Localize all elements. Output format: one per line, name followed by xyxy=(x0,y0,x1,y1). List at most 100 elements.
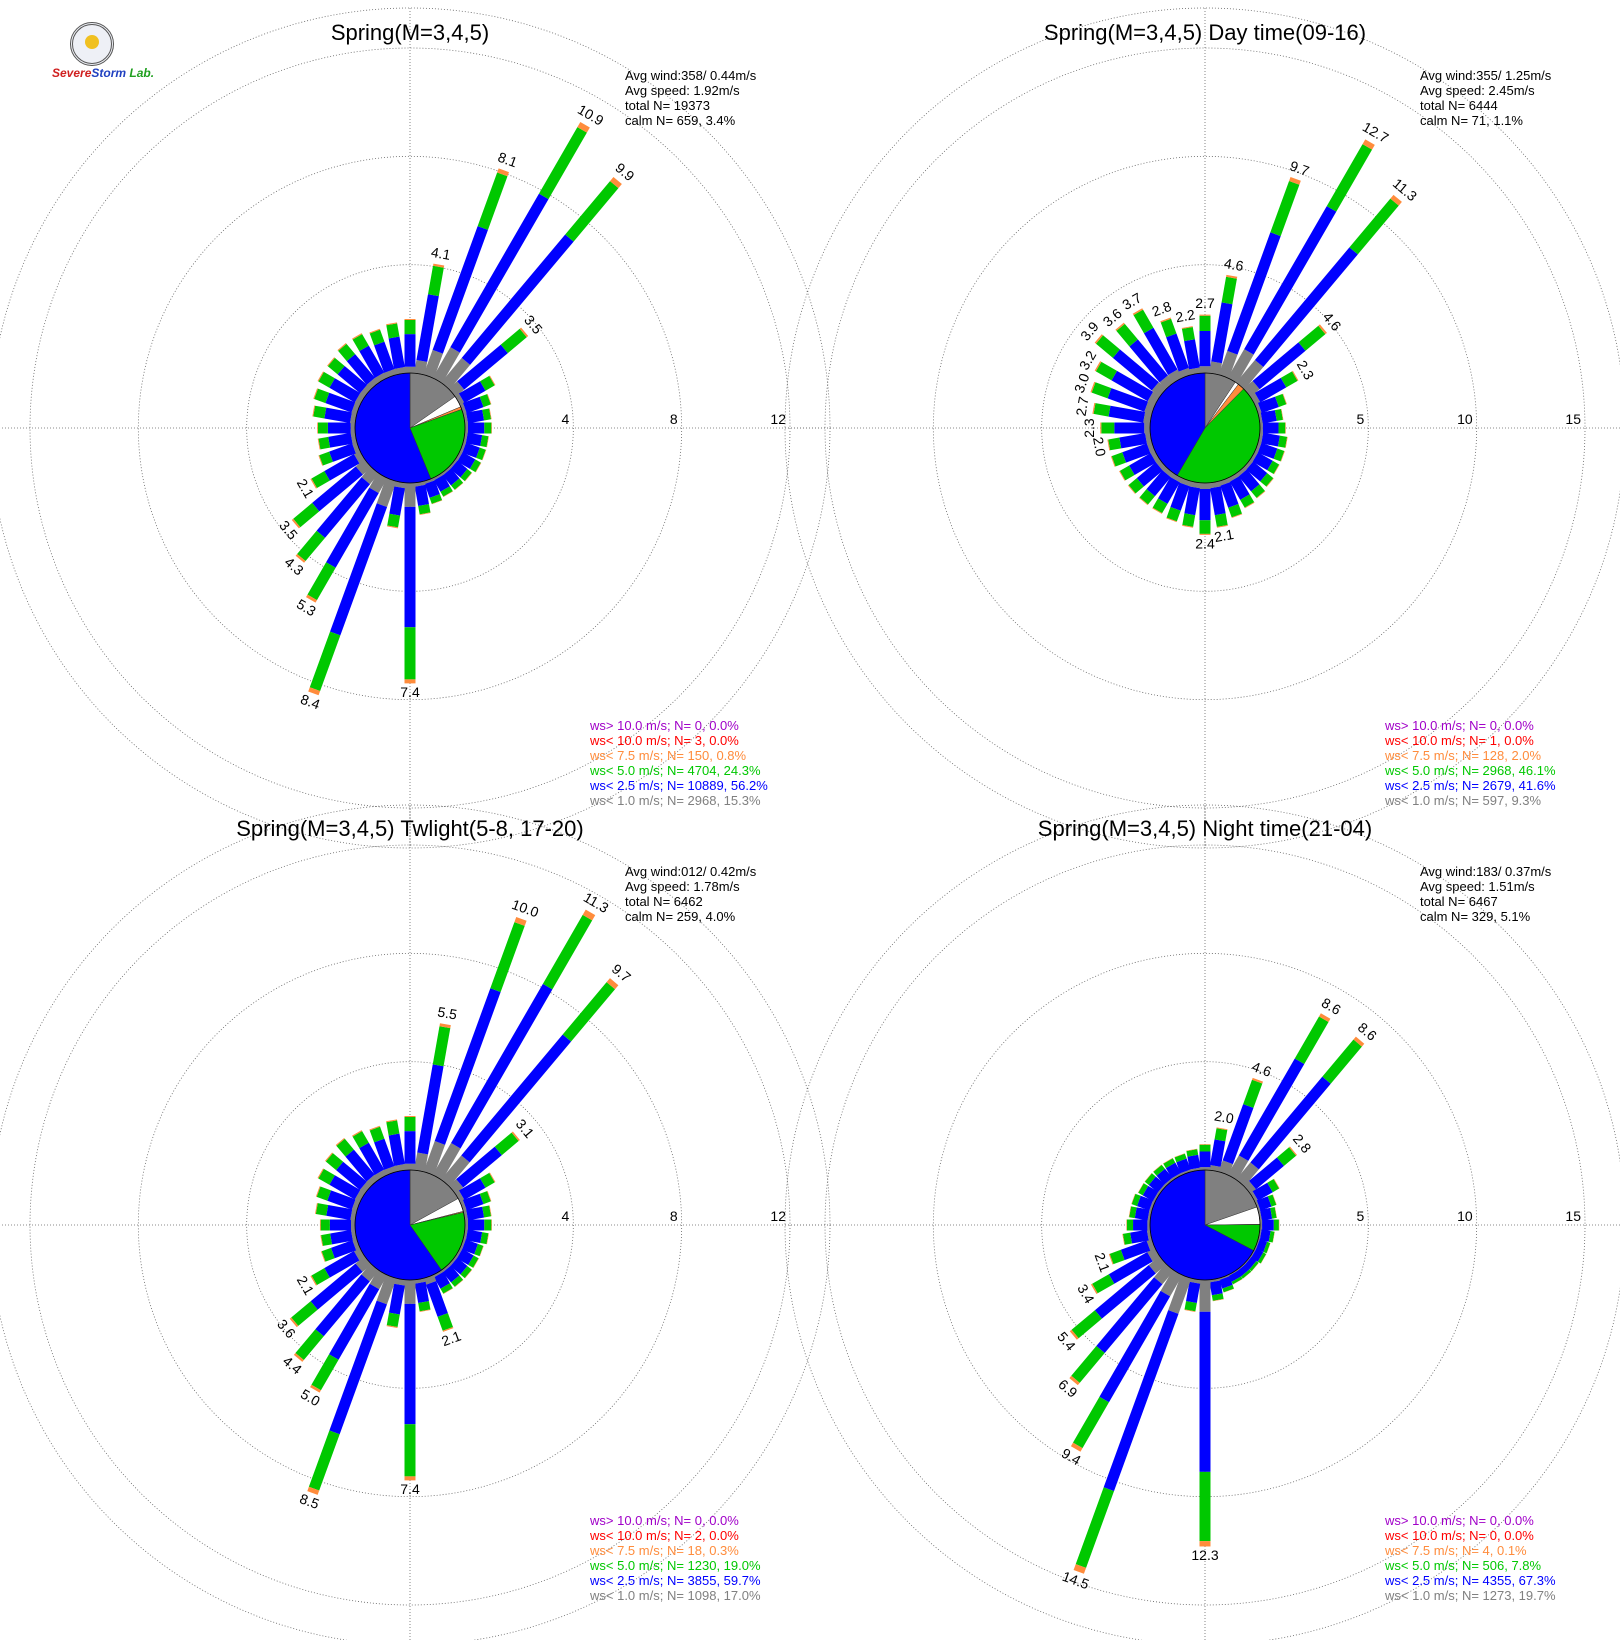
wind-bar xyxy=(454,1247,479,1268)
bar-segment xyxy=(1243,1180,1257,1195)
legend-entry: ws< 2.5 m/s; N= 10889, 56.2% xyxy=(589,778,768,793)
bar-segment xyxy=(456,1248,474,1265)
bar-segment xyxy=(329,1175,361,1200)
wind-bar xyxy=(432,909,596,1181)
legend-entry: ws> 10.0 m/s; N= 0, 0.0% xyxy=(1384,1513,1534,1528)
bar-segment xyxy=(1242,1271,1252,1279)
bar-segment xyxy=(1174,1153,1185,1158)
bar-segment xyxy=(1249,1191,1259,1203)
bar-segment xyxy=(346,354,376,385)
chart-title: Spring(M=3,4,5) Day time(09-16) xyxy=(1044,20,1366,45)
bar-segment xyxy=(320,1235,323,1247)
bar-segment xyxy=(1267,1194,1277,1207)
bar-segment xyxy=(519,327,529,338)
bar-segment xyxy=(1174,1153,1187,1163)
bar-segment xyxy=(1249,1261,1259,1272)
bar-segment xyxy=(350,422,356,434)
bar-segment xyxy=(1146,441,1156,454)
bar-segment xyxy=(480,1232,489,1245)
wind-bar xyxy=(1235,466,1266,499)
bar-segment xyxy=(467,422,485,434)
wind-bar xyxy=(432,1269,453,1294)
bar-label: 2.7 xyxy=(1195,295,1215,311)
bar-segment xyxy=(1100,422,1102,434)
wind-bar xyxy=(295,466,380,563)
wind-bar xyxy=(1249,1178,1280,1203)
bar-segment xyxy=(458,1178,486,1200)
legend-entry: ws< 5.0 m/s; N= 4704, 24.3% xyxy=(589,763,761,778)
bar-segment xyxy=(308,1430,340,1491)
bar-segment xyxy=(317,422,319,434)
wind-bar xyxy=(1254,441,1285,462)
bar-label: 4.1 xyxy=(430,244,452,263)
wind-bar xyxy=(318,441,361,466)
chart-title: Spring(M=3,4,5) Twlight(5-8, 17-20) xyxy=(236,816,583,841)
bar-segment xyxy=(1149,1200,1156,1212)
wind-bar xyxy=(1119,450,1161,481)
bar-segment xyxy=(389,486,405,516)
bar-segment xyxy=(1220,481,1239,508)
bar-segment xyxy=(312,466,363,512)
wind-bar xyxy=(440,176,622,390)
bar-segment xyxy=(325,392,356,413)
bar-segment xyxy=(352,1238,361,1251)
bar-segment xyxy=(1139,497,1149,506)
bar-segment xyxy=(1257,442,1278,459)
bar-segment xyxy=(311,471,330,489)
bar-segment xyxy=(386,1312,400,1328)
bar-segment xyxy=(310,478,317,489)
bar-segment xyxy=(1164,1177,1175,1187)
legend-entry: ws> 10.0 m/s; N= 0, 0.0% xyxy=(589,1513,739,1528)
bar-segment xyxy=(454,1247,463,1259)
bar-segment xyxy=(318,436,331,450)
bar-segment xyxy=(1236,1264,1250,1277)
stats-line: Avg speed: 2.45m/s xyxy=(1420,83,1535,98)
bar-segment xyxy=(461,234,574,365)
bar-segment xyxy=(414,484,429,506)
bar-segment xyxy=(1133,1219,1148,1231)
bar-segment xyxy=(374,341,395,373)
bar-segment xyxy=(388,1133,405,1166)
wind-bar xyxy=(1070,1269,1183,1452)
bar-segment xyxy=(1095,361,1118,381)
legend-entry: ws< 5.0 m/s; N= 2968, 46.1% xyxy=(1384,763,1556,778)
bar-segment xyxy=(327,357,335,367)
wind-bar xyxy=(448,1255,473,1279)
bar-segment xyxy=(451,1275,464,1287)
bar-segment xyxy=(1199,315,1211,332)
bar-segment xyxy=(1218,1160,1233,1176)
stats-line: total N= 6462 xyxy=(625,894,703,909)
bar-segment xyxy=(1111,452,1127,467)
bar-segment xyxy=(1257,432,1264,444)
bar-segment xyxy=(464,472,473,482)
bar-segment xyxy=(440,357,471,390)
stats-line: Avg wind:355/ 1.25m/s xyxy=(1420,68,1552,83)
wind-bar xyxy=(459,1190,492,1212)
bar-segment xyxy=(1199,1279,1211,1312)
bar-segment xyxy=(404,1117,416,1132)
wind-rose-panel: 5 10 15 Spring(M=3,4,5) Night time(21-04) Av… xyxy=(784,804,1620,1640)
bar-segment xyxy=(374,372,388,384)
grid-ring xyxy=(246,264,574,592)
bar-segment xyxy=(500,328,527,354)
bar-segment xyxy=(459,1199,467,1212)
bar-segment xyxy=(1362,139,1375,150)
bar-segment xyxy=(386,1325,398,1328)
wind-bar xyxy=(1163,1157,1183,1181)
bar-segment xyxy=(1199,488,1211,521)
bar-segment xyxy=(1256,490,1266,499)
bar-segment xyxy=(324,407,352,423)
bar-segment xyxy=(1257,412,1263,424)
bar-label: 2.1 xyxy=(439,1327,463,1349)
wind-bar xyxy=(1243,458,1274,487)
bar-segment xyxy=(1199,366,1211,374)
bar-segment xyxy=(462,432,468,444)
bar-segment xyxy=(1259,1229,1271,1242)
bar-segment xyxy=(387,513,401,528)
bar-segment xyxy=(1093,403,1111,417)
bar-segment xyxy=(511,1131,520,1142)
bar-segment xyxy=(1263,1241,1271,1254)
bar-label: 4.6 xyxy=(1250,1058,1274,1080)
bar-segment xyxy=(491,422,492,434)
bar-segment xyxy=(440,466,452,476)
